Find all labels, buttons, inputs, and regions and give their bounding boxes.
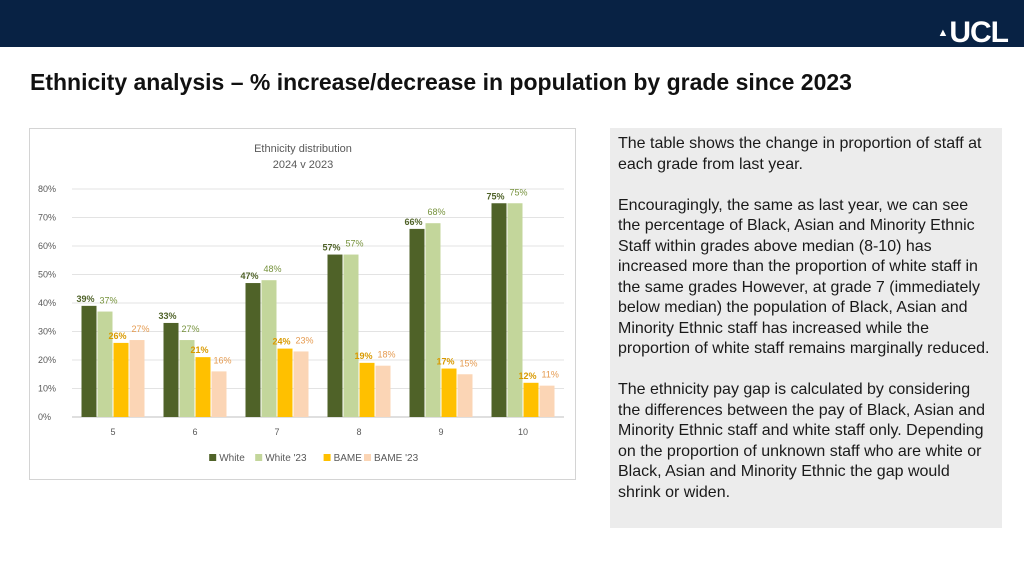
y-tick-label: 80% xyxy=(38,184,56,194)
x-axis-ticks: 5 6 7 8 9 10 xyxy=(110,427,528,437)
data-label: 18% xyxy=(378,350,396,360)
y-tick-label: 60% xyxy=(38,241,56,251)
y-tick-label: 30% xyxy=(38,327,56,337)
data-label: 27% xyxy=(182,324,200,334)
data-label: 19% xyxy=(354,351,372,361)
description-panel: The table shows the change in proportion… xyxy=(610,128,1002,528)
bar-white-grade-9 xyxy=(409,228,425,417)
bar-white-23-grade-10 xyxy=(507,203,523,417)
ucl-dome-icon: ▲ xyxy=(937,27,949,39)
bar-white-23-grade-6 xyxy=(179,340,195,417)
bar-white-grade-8 xyxy=(327,254,343,417)
y-axis-ticks: 0% 10% 20% 30% 40% 50% 60% 70% 80% xyxy=(38,184,56,422)
header-bar: ▲UCL xyxy=(0,0,1024,49)
bar-white-23-grade-8 xyxy=(343,254,359,417)
data-label: 57% xyxy=(346,239,364,249)
description-paragraph-1: The table shows the change in proportion… xyxy=(618,135,982,173)
bar-bame-grade-7 xyxy=(277,348,293,417)
data-label: 47% xyxy=(240,271,258,281)
legend-swatch xyxy=(323,454,331,461)
bar-bame-23-grade-5 xyxy=(129,340,145,417)
data-label: 75% xyxy=(486,191,504,201)
bar-bame-grade-5 xyxy=(113,342,129,417)
chart-title: Ethnicity distribution xyxy=(254,143,352,155)
legend-label: BAME '23 xyxy=(374,453,419,464)
bar-white-23-grade-9 xyxy=(425,223,441,417)
x-tick-label: 10 xyxy=(518,427,528,437)
data-label: 24% xyxy=(272,337,290,347)
x-tick-label: 5 xyxy=(110,427,115,437)
data-label: 37% xyxy=(100,296,118,306)
data-label: 57% xyxy=(322,243,340,253)
y-tick-label: 50% xyxy=(38,270,56,280)
bar-bame-23-grade-9 xyxy=(457,374,473,417)
bar-bame-grade-8 xyxy=(359,362,375,417)
data-label: 48% xyxy=(264,264,282,274)
bar-white-23-grade-7 xyxy=(261,280,277,417)
chart-legend: White White '23 BAME BAME '23 xyxy=(209,453,419,464)
y-tick-label: 20% xyxy=(38,355,56,365)
legend-swatch xyxy=(364,454,371,461)
data-label: 11% xyxy=(542,370,559,380)
y-tick-label: 10% xyxy=(38,384,56,394)
chart-subtitle: 2024 v 2023 xyxy=(273,159,334,171)
ucl-logo: ▲UCL xyxy=(937,16,1009,49)
x-tick-label: 9 xyxy=(438,427,443,437)
y-tick-label: 0% xyxy=(38,412,51,422)
legend-swatch xyxy=(209,454,217,461)
bar-white-23-grade-5 xyxy=(97,311,113,417)
data-label: 16% xyxy=(214,355,232,365)
x-tick-label: 6 xyxy=(192,427,197,437)
x-tick-label: 8 xyxy=(356,427,361,437)
data-label: 15% xyxy=(460,358,478,368)
bar-bame-23-grade-10 xyxy=(539,385,555,417)
bar-bame-grade-6 xyxy=(195,357,211,417)
data-label: 27% xyxy=(132,324,150,334)
y-tick-label: 40% xyxy=(38,298,56,308)
bar-bame-grade-10 xyxy=(523,382,539,417)
data-label: 66% xyxy=(404,217,422,227)
data-label: 17% xyxy=(436,357,454,367)
data-label: 33% xyxy=(158,311,176,321)
bar-white-grade-5 xyxy=(81,305,97,417)
data-label: 39% xyxy=(76,294,94,304)
chart-data-labels: 39% 37% 26% 27% 33% 27% 21% 16% 47% 48% 24% 23% 57% 5… xyxy=(76,187,558,381)
data-label: 26% xyxy=(108,331,126,341)
bar-white-grade-10 xyxy=(491,203,507,417)
legend-label: White xyxy=(219,453,245,464)
page-title: Ethnicity analysis – % increase/decrease… xyxy=(30,69,852,95)
description-paragraph-3: The ethnicity pay gap is calculated by c… xyxy=(618,381,986,501)
chart-canvas: Ethnicity distribution 2024 v 2023 0% 10%… xyxy=(38,143,564,464)
data-label: 75% xyxy=(510,187,528,197)
legend-label: White '23 xyxy=(265,453,307,464)
chart-bars xyxy=(81,203,555,417)
bar-bame-23-grade-7 xyxy=(293,351,309,417)
description-paragraph-2: Encouragingly, the same as last year, we… xyxy=(618,196,990,358)
logo-text: UCL xyxy=(949,16,1009,49)
data-label: 21% xyxy=(190,345,208,355)
bar-white-grade-6 xyxy=(163,322,179,417)
bar-bame-grade-9 xyxy=(441,368,457,417)
ethnicity-chart: Ethnicity distribution 2024 v 2023 0% 10%… xyxy=(29,128,576,480)
legend-label: BAME xyxy=(334,453,363,464)
legend-swatch xyxy=(255,454,263,461)
bar-white-grade-7 xyxy=(245,283,261,417)
data-label: 12% xyxy=(518,371,536,381)
chart-gridlines xyxy=(72,188,564,418)
y-tick-label: 70% xyxy=(38,213,56,223)
x-tick-label: 7 xyxy=(274,427,279,437)
data-label: 23% xyxy=(296,335,314,345)
bar-bame-23-grade-8 xyxy=(375,365,391,417)
bar-bame-23-grade-6 xyxy=(211,371,227,417)
data-label: 68% xyxy=(428,207,446,217)
